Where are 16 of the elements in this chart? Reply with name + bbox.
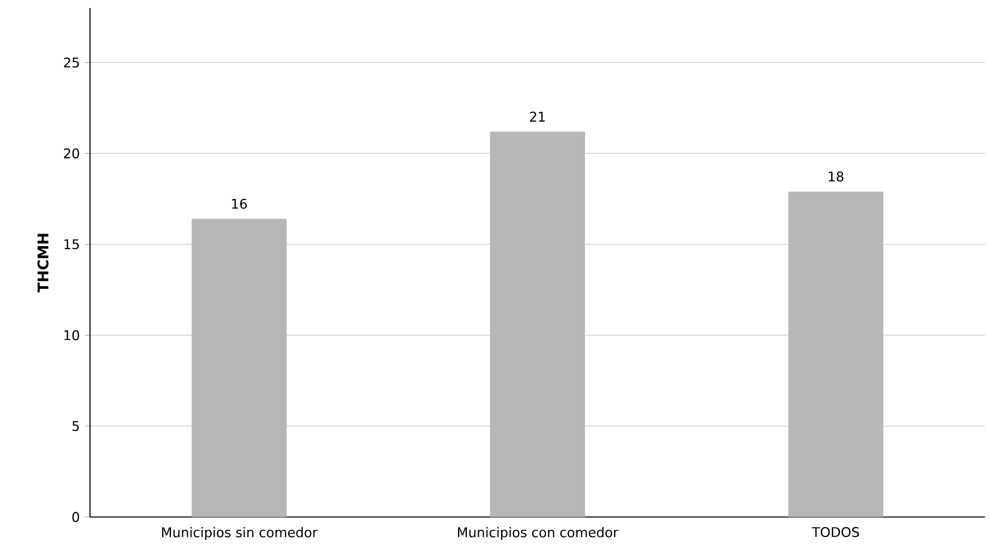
bar [192,218,287,517]
y-tick-label: 5 [72,421,79,432]
bar [490,132,585,517]
bar [788,192,884,517]
y-axis-title: THCMH [37,234,49,292]
data-label: 16 [232,198,247,209]
y-tick-label: 10 [64,330,80,340]
y-tick-label: 20 [64,148,80,158]
x-tick-label: TODOS [812,527,860,538]
y-tick-label: 25 [64,57,79,68]
data-label: 21 [530,112,545,122]
x-tick-label: Municipios sin comedor [162,527,318,540]
y-tick-label: 0 [72,512,80,522]
x-tick-label: Municipios con comedor [458,527,618,540]
data-label: 18 [828,171,844,182]
y-tick-label: 15 [64,239,79,250]
